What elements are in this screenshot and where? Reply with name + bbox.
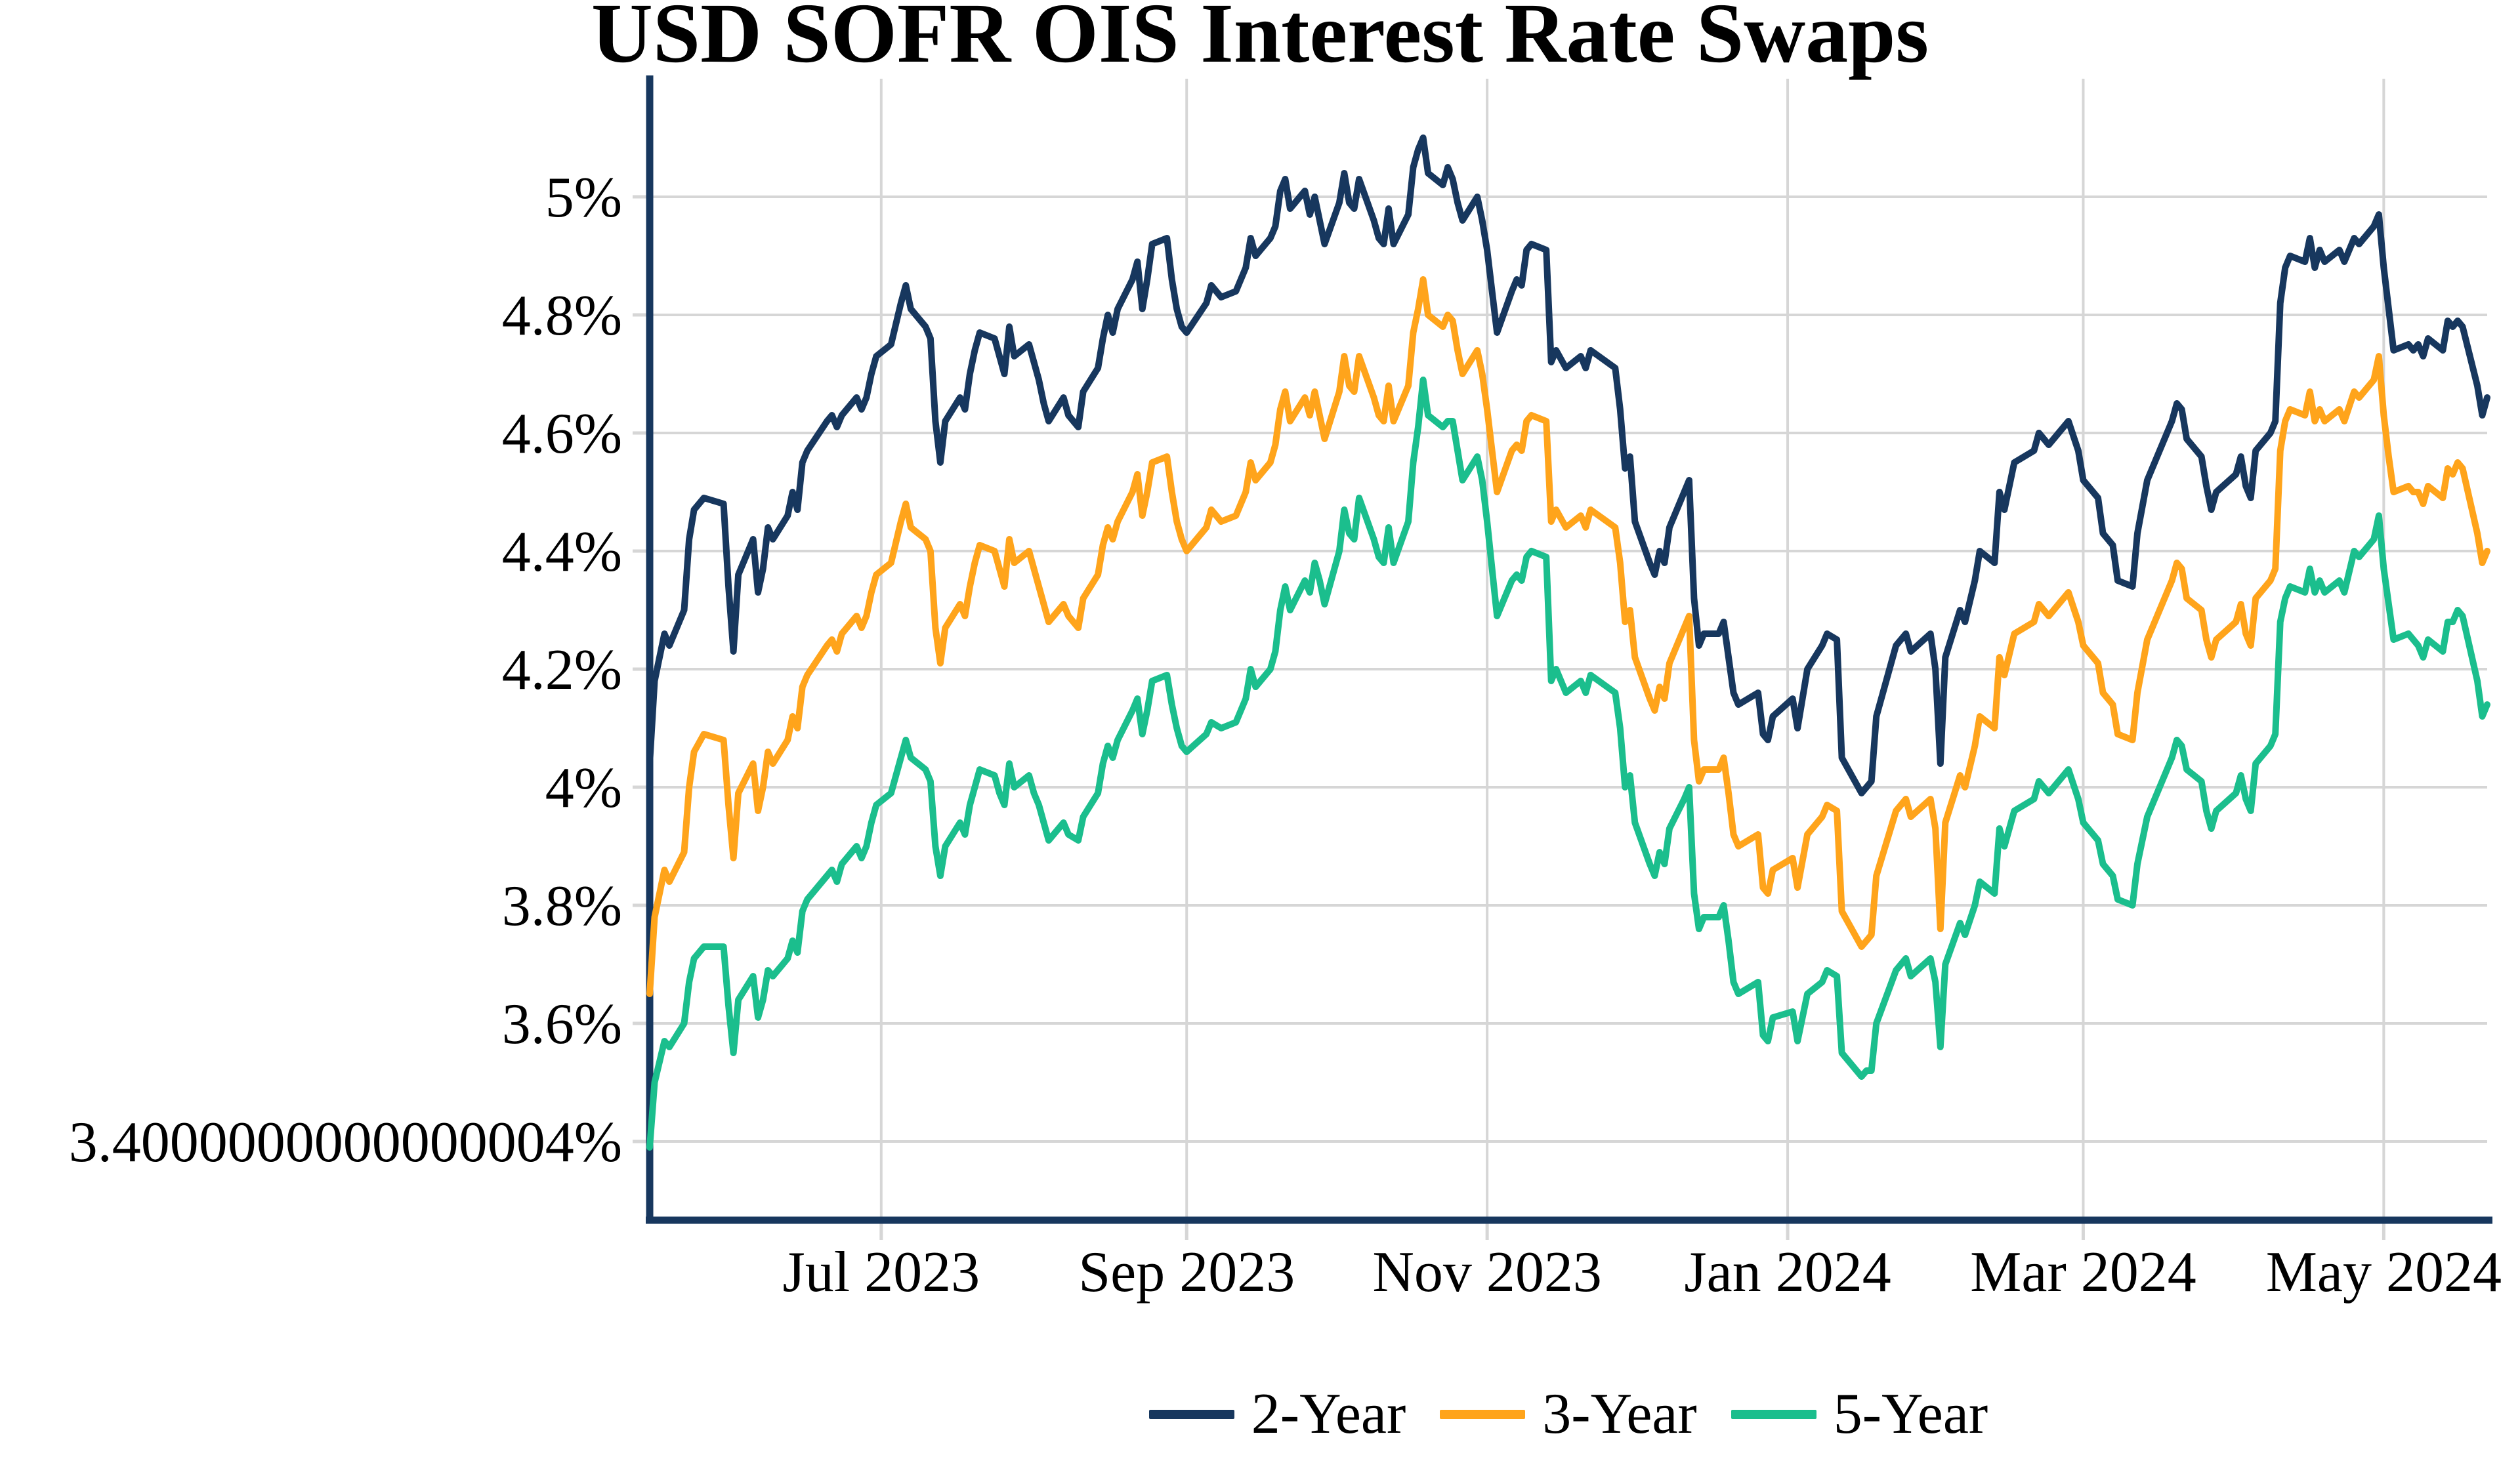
y-tick-label: 4.2% xyxy=(502,638,622,702)
chart-title: USD SOFR OIS Interest Rate Swaps xyxy=(591,0,1929,81)
legend: 2-Year 3-Year 5-Year xyxy=(650,1386,2487,1443)
legend-item-3-year: 3-Year xyxy=(1440,1382,1697,1446)
legend-swatch-3-year-icon xyxy=(1440,1410,1526,1419)
y-tick-label: 4.4% xyxy=(502,520,622,584)
legend-label-3-year: 3-Year xyxy=(1542,1382,1697,1446)
legend-swatch-2-year-icon xyxy=(1148,1410,1234,1419)
x-tick-label: Mar 2024 xyxy=(1970,1241,2196,1304)
y-tick-label: 4% xyxy=(545,756,622,820)
legend-label-2-year: 2-Year xyxy=(1251,1382,1406,1446)
series-line-5-year xyxy=(646,377,2490,1151)
series-line-3-year xyxy=(646,276,2490,997)
legend-item-2-year: 2-Year xyxy=(1148,1382,1406,1446)
y-tick-label: 5% xyxy=(545,166,622,230)
y-tick-label: 4.6% xyxy=(502,402,622,466)
y-tick-label: 3.6% xyxy=(502,993,622,1056)
legend-label-5-year: 5-Year xyxy=(1833,1382,1988,1446)
series-line-2-year xyxy=(646,134,2490,796)
x-tick-label: Jan 2024 xyxy=(1684,1241,1891,1304)
y-tick-label: 3.4000000000000004% xyxy=(69,1111,622,1174)
y-tick-label: 4.8% xyxy=(502,284,622,348)
legend-swatch-5-year-icon xyxy=(1731,1410,1816,1419)
x-tick-label: Nov 2023 xyxy=(1372,1241,1602,1304)
x-tick-label: Sep 2023 xyxy=(1078,1241,1295,1304)
y-tick-label: 3.8% xyxy=(502,874,622,938)
x-tick-label: Jul 2023 xyxy=(782,1241,980,1304)
x-tick-label: May 2024 xyxy=(2266,1241,2502,1304)
legend-item-5-year: 5-Year xyxy=(1731,1386,1988,1443)
